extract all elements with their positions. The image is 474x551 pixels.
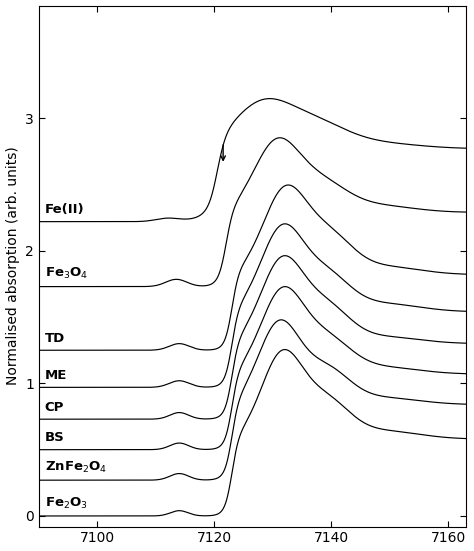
Text: CP: CP xyxy=(45,401,64,414)
Y-axis label: Normalised absorption (arb. units): Normalised absorption (arb. units) xyxy=(6,147,19,386)
Text: Fe(II): Fe(II) xyxy=(45,203,84,217)
Text: BS: BS xyxy=(45,431,64,445)
Text: ME: ME xyxy=(45,369,67,382)
Text: ZnFe$_2$O$_4$: ZnFe$_2$O$_4$ xyxy=(45,460,107,475)
Text: TD: TD xyxy=(45,332,65,345)
Text: Fe$_3$O$_4$: Fe$_3$O$_4$ xyxy=(45,266,88,282)
Text: Fe$_2$O$_3$: Fe$_2$O$_3$ xyxy=(45,495,88,511)
